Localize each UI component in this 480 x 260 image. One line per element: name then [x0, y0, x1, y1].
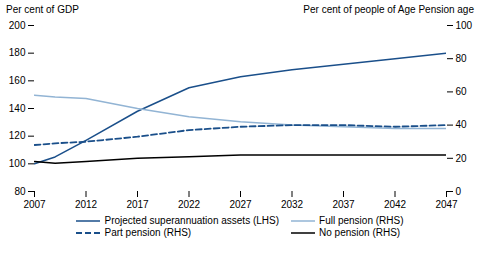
svg-text:40: 40 — [456, 119, 468, 130]
svg-text:2007: 2007 — [23, 199, 46, 210]
svg-text:120: 120 — [9, 130, 26, 141]
svg-text:80: 80 — [14, 186, 26, 197]
svg-text:60: 60 — [456, 86, 468, 97]
svg-text:2042: 2042 — [384, 199, 407, 210]
html-text:Part pension (RHS): Part pension (RHS) — [104, 227, 192, 238]
svg-text:140: 140 — [9, 103, 26, 114]
svg-text:160: 160 — [9, 75, 26, 86]
html-text:No pension (RHS): No pension (RHS) — [319, 227, 401, 238]
html-text:Per cent of GDP: Per cent of GDP — [6, 4, 79, 15]
svg-text:2017: 2017 — [126, 199, 149, 210]
svg-text:2032: 2032 — [281, 199, 304, 210]
html-text:Projected superannuation asset: Projected superannuation assets (LHS) — [104, 215, 279, 226]
svg-text:0: 0 — [456, 186, 462, 197]
svg-text:200: 200 — [9, 20, 26, 31]
html-text:Full pension (RHS): Full pension (RHS) — [319, 215, 404, 226]
svg-text:2012: 2012 — [75, 199, 98, 210]
svg-text:2027: 2027 — [229, 199, 252, 210]
svg-text:2022: 2022 — [178, 199, 201, 210]
svg-text:180: 180 — [9, 47, 26, 58]
svg-text:2037: 2037 — [332, 199, 355, 210]
svg-text:100: 100 — [456, 20, 473, 31]
html-text:Per cent of people of Age Pens: Per cent of people of Age Pension age — [303, 4, 474, 15]
svg-text:80: 80 — [456, 53, 468, 64]
svg-text:100: 100 — [9, 158, 26, 169]
svg-text:20: 20 — [456, 153, 468, 164]
svg-text:2047: 2047 — [435, 199, 458, 210]
